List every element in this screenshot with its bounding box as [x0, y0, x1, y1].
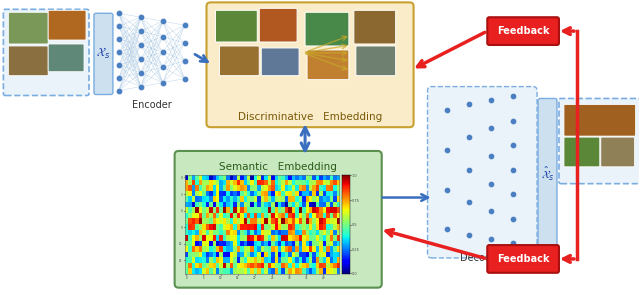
Text: Discriminative   Embedding: Discriminative Embedding — [238, 112, 382, 122]
FancyBboxPatch shape — [354, 10, 396, 44]
FancyBboxPatch shape — [94, 13, 113, 94]
Text: $\mathcal{X}_s$: $\mathcal{X}_s$ — [96, 46, 111, 61]
FancyBboxPatch shape — [8, 46, 48, 76]
FancyBboxPatch shape — [601, 137, 635, 167]
Text: Semantic   Embedding: Semantic Embedding — [220, 162, 337, 172]
Text: $\hat{\mathcal{X}}_s$: $\hat{\mathcal{X}}_s$ — [541, 165, 554, 183]
FancyBboxPatch shape — [559, 99, 640, 184]
FancyBboxPatch shape — [428, 86, 537, 258]
FancyBboxPatch shape — [564, 104, 636, 136]
FancyBboxPatch shape — [259, 8, 297, 42]
FancyBboxPatch shape — [48, 10, 86, 40]
FancyBboxPatch shape — [305, 12, 349, 46]
Text: Decoder: Decoder — [460, 253, 501, 263]
Text: Feedback: Feedback — [497, 26, 549, 36]
FancyBboxPatch shape — [564, 137, 600, 167]
Text: Encoder: Encoder — [132, 100, 172, 110]
FancyBboxPatch shape — [220, 46, 259, 76]
FancyBboxPatch shape — [538, 99, 557, 249]
FancyBboxPatch shape — [261, 48, 299, 76]
FancyBboxPatch shape — [216, 10, 257, 42]
FancyBboxPatch shape — [207, 2, 413, 127]
FancyBboxPatch shape — [175, 151, 381, 288]
FancyBboxPatch shape — [487, 245, 559, 273]
Text: Feedback: Feedback — [497, 254, 549, 264]
FancyBboxPatch shape — [356, 46, 396, 76]
FancyBboxPatch shape — [48, 44, 84, 72]
FancyBboxPatch shape — [8, 12, 48, 44]
FancyBboxPatch shape — [487, 17, 559, 45]
FancyBboxPatch shape — [3, 9, 89, 96]
FancyBboxPatch shape — [307, 50, 349, 80]
